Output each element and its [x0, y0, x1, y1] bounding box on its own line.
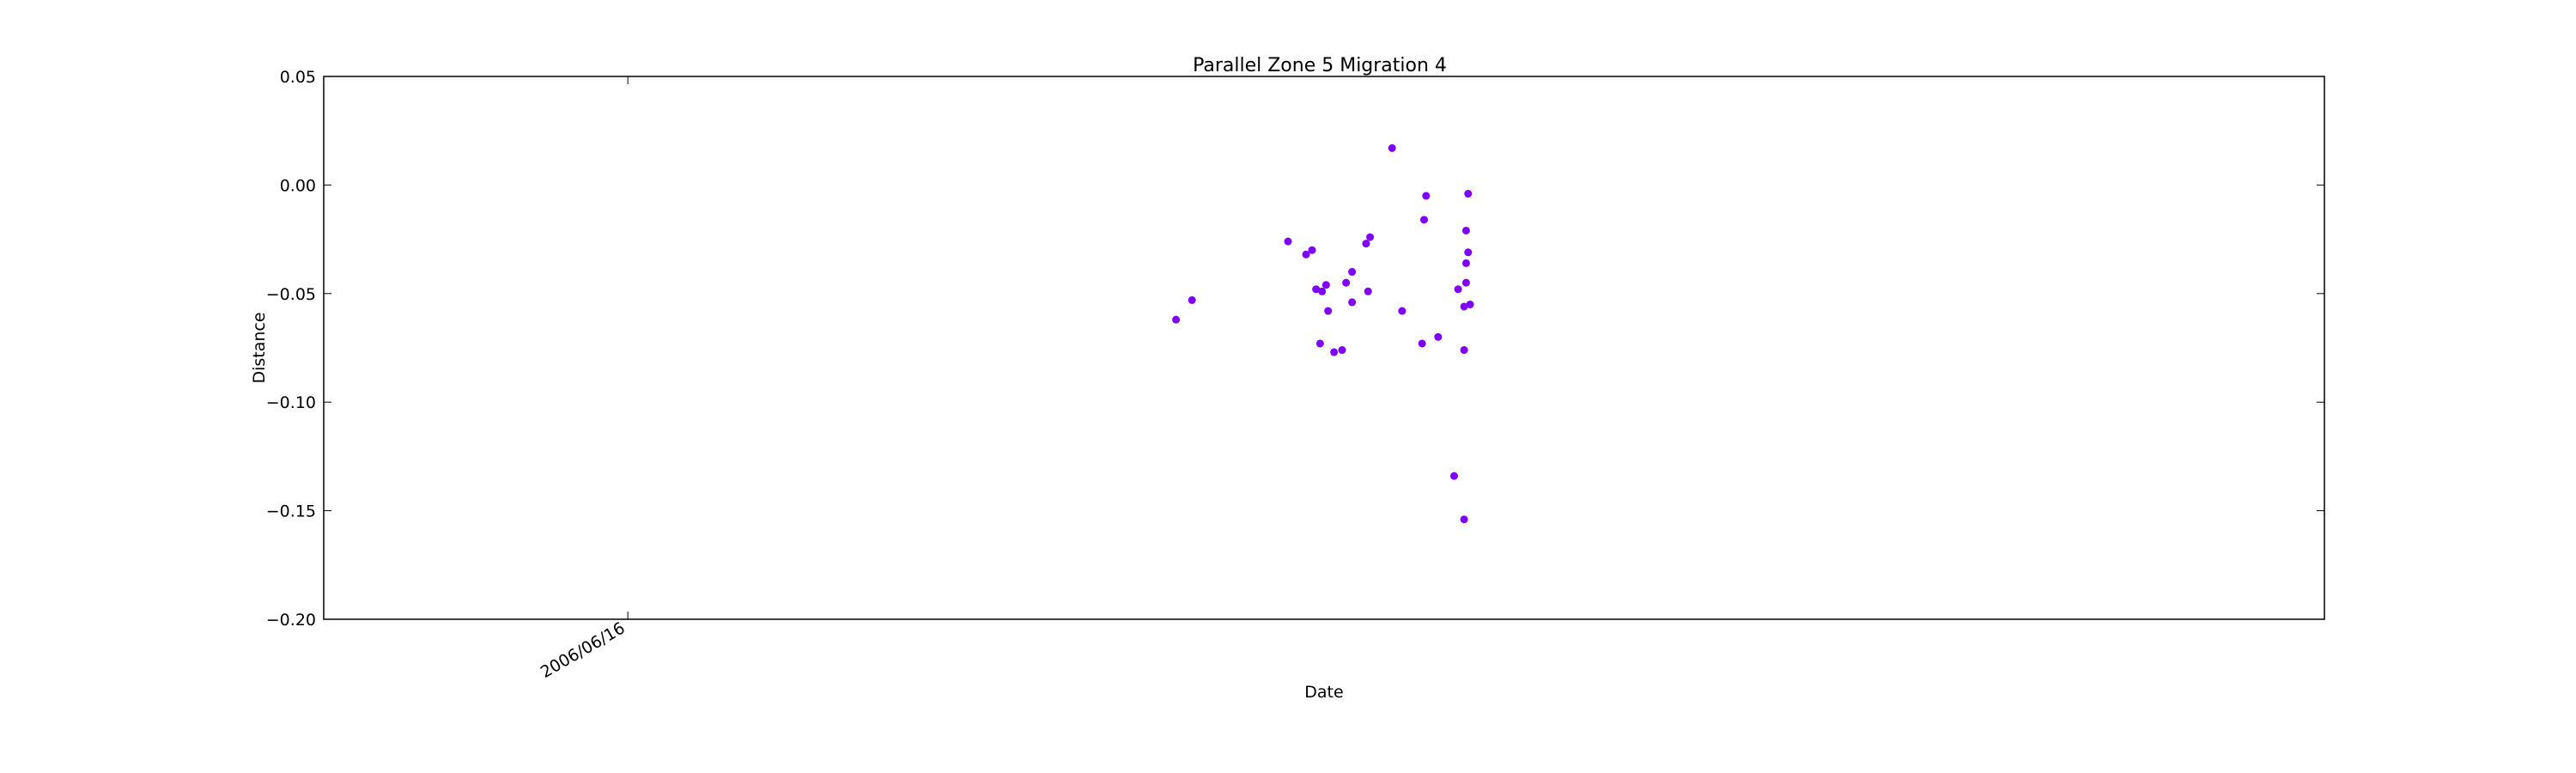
data-point	[1461, 226, 1470, 234]
chart-title: Parallel Zone 5 Migration 4	[1193, 55, 1447, 76]
data-point	[1461, 278, 1470, 287]
y-tick-label: 0.00	[280, 176, 316, 195]
data-point	[1302, 250, 1310, 259]
data-point	[1464, 248, 1473, 257]
data-point	[1348, 268, 1357, 277]
data-point	[1330, 348, 1339, 356]
data-point	[1460, 346, 1468, 355]
y-tick-label: −0.10	[266, 393, 316, 412]
y-tick-label: −0.15	[266, 502, 316, 521]
data-point	[1308, 246, 1316, 254]
data-point	[1460, 515, 1468, 524]
data-point	[1366, 233, 1375, 241]
data-point	[1284, 237, 1292, 246]
data-point	[1318, 287, 1327, 295]
data-point	[1172, 315, 1181, 324]
x-tick-label: 2006/06/16	[538, 618, 629, 682]
data-point	[1398, 307, 1406, 315]
data-point	[1324, 307, 1333, 315]
data-point	[1466, 300, 1474, 308]
data-point	[1338, 346, 1346, 355]
data-point	[1449, 472, 1458, 480]
data-point	[1321, 281, 1330, 289]
data-point	[1454, 285, 1462, 294]
data-point	[1342, 278, 1351, 287]
data-point	[1348, 298, 1357, 307]
x-axis-label: Date	[1304, 683, 1343, 702]
y-tick-label: −0.05	[266, 285, 316, 304]
data-point	[1364, 287, 1372, 295]
data-point	[1388, 143, 1396, 152]
data-point	[1362, 240, 1370, 248]
data-point	[1418, 339, 1426, 348]
data-point	[1464, 190, 1473, 198]
data-point	[1315, 339, 1324, 348]
data-point	[1460, 302, 1468, 311]
data-point	[1461, 259, 1470, 267]
y-axis-label: Distance	[250, 312, 269, 383]
data-points	[1172, 143, 1474, 524]
data-point	[1188, 295, 1196, 304]
plot-area-frame	[323, 76, 2325, 620]
x-axis: 2006/06/16	[538, 76, 629, 682]
data-point	[1422, 192, 1431, 200]
y-tick-label: −0.20	[266, 611, 316, 630]
y-tick-label: 0.05	[280, 68, 316, 87]
y-axis: 0.05 0.00 −0.05 −0.10 −0.15 −0.20	[266, 68, 2324, 630]
data-point	[1312, 285, 1321, 294]
data-point	[1420, 216, 1428, 224]
data-point	[1434, 332, 1443, 341]
